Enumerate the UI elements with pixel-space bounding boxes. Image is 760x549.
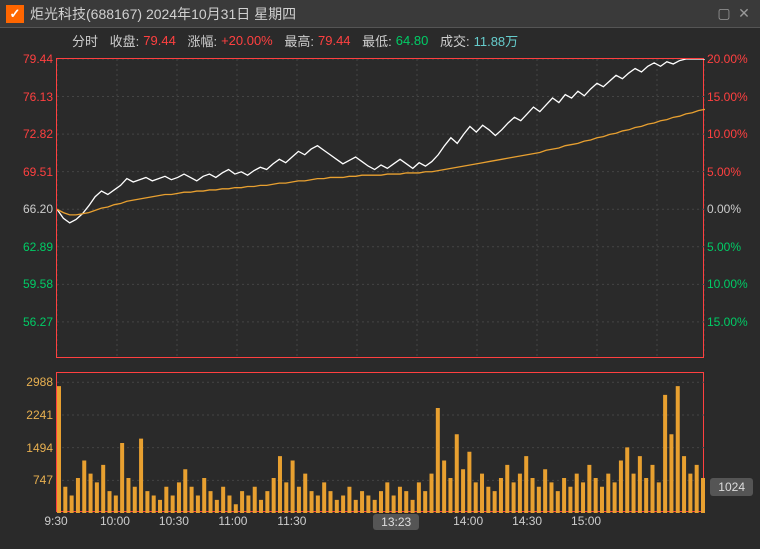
volume-chart[interactable]: 1024 298822411494747 [56, 372, 704, 512]
x-tick: 14:00 [453, 514, 483, 528]
vol-y-tick: 2241 [7, 408, 53, 422]
x-tick: 14:30 [512, 514, 542, 528]
y-right-tick: 20.00% [707, 52, 757, 66]
high-label: 最高: [284, 31, 314, 50]
titlebar[interactable]: ✓ 炬光科技 (688167) 2024年10月31日 星期四 ▢ ✕ [0, 0, 760, 28]
tab-intraday[interactable]: 分时 [72, 31, 98, 50]
y-right-tick: 5.00% [707, 240, 757, 254]
weekday: 星期四 [254, 4, 296, 24]
x-tick: 9:30 [44, 514, 67, 528]
x-current-time-badge: 13:23 [373, 514, 419, 530]
y-left-tick: 76.13 [7, 90, 53, 104]
y-left-tick: 56.27 [7, 315, 53, 329]
low-label: 最低: [362, 31, 392, 50]
vol-y-tick: 747 [7, 473, 53, 487]
stock-window: ✓ 炬光科技 (688167) 2024年10月31日 星期四 ▢ ✕ 分时 收… [0, 0, 760, 549]
y-right-tick: 10.00% [707, 277, 757, 291]
volume-value: 11.88万 [474, 31, 519, 50]
maximize-button[interactable]: ▢ [714, 5, 734, 22]
y-right-tick: 0.00% [707, 202, 757, 216]
app-logo-icon: ✓ [6, 5, 24, 23]
y-left-tick: 72.82 [7, 127, 53, 141]
y-right-tick: 5.00% [707, 165, 757, 179]
change-label: 涨幅: [187, 31, 217, 50]
price-chart[interactable]: 79.4476.1372.8269.5166.2062.8959.5856.27… [56, 58, 704, 358]
close-value: 79.44 [143, 33, 176, 48]
close-label: 收盘: [110, 31, 140, 50]
stock-name: 炬光科技 [30, 4, 86, 24]
low-value: 64.80 [396, 33, 429, 48]
status-bar: 分时 收盘: 79.44 涨幅: +20.00% 最高: 79.44 最低: 6… [0, 28, 760, 52]
x-tick: 11:30 [277, 514, 306, 528]
volume-label: 成交: [440, 31, 470, 50]
y-left-tick: 59.58 [7, 277, 53, 291]
y-left-tick: 79.44 [7, 52, 53, 66]
vol-y-tick: 2988 [7, 375, 53, 389]
volume-current-badge: 1024 [710, 478, 753, 496]
x-tick: 15:00 [571, 514, 601, 528]
y-right-tick: 15.00% [707, 315, 757, 329]
y-left-tick: 62.89 [7, 240, 53, 254]
date: 2024年10月31日 [146, 4, 250, 24]
vol-y-tick: 1494 [7, 441, 53, 455]
chart-area: 79.4476.1372.8269.5166.2062.8959.5856.27… [56, 52, 704, 549]
y-left-tick: 66.20 [7, 202, 53, 216]
x-tick: 10:30 [159, 514, 189, 528]
change-value: +20.00% [221, 33, 273, 48]
x-tick: 10:00 [100, 514, 130, 528]
y-right-tick: 15.00% [707, 90, 757, 104]
stock-code: (688167) [86, 6, 142, 22]
close-button[interactable]: ✕ [734, 5, 754, 22]
high-value: 79.44 [318, 33, 351, 48]
x-axis: 9:3010:0010:3011:0011:3014:0014:3015:001… [56, 514, 704, 538]
y-right-tick: 10.00% [707, 127, 757, 141]
x-tick: 11:00 [218, 514, 247, 528]
y-left-tick: 69.51 [7, 165, 53, 179]
